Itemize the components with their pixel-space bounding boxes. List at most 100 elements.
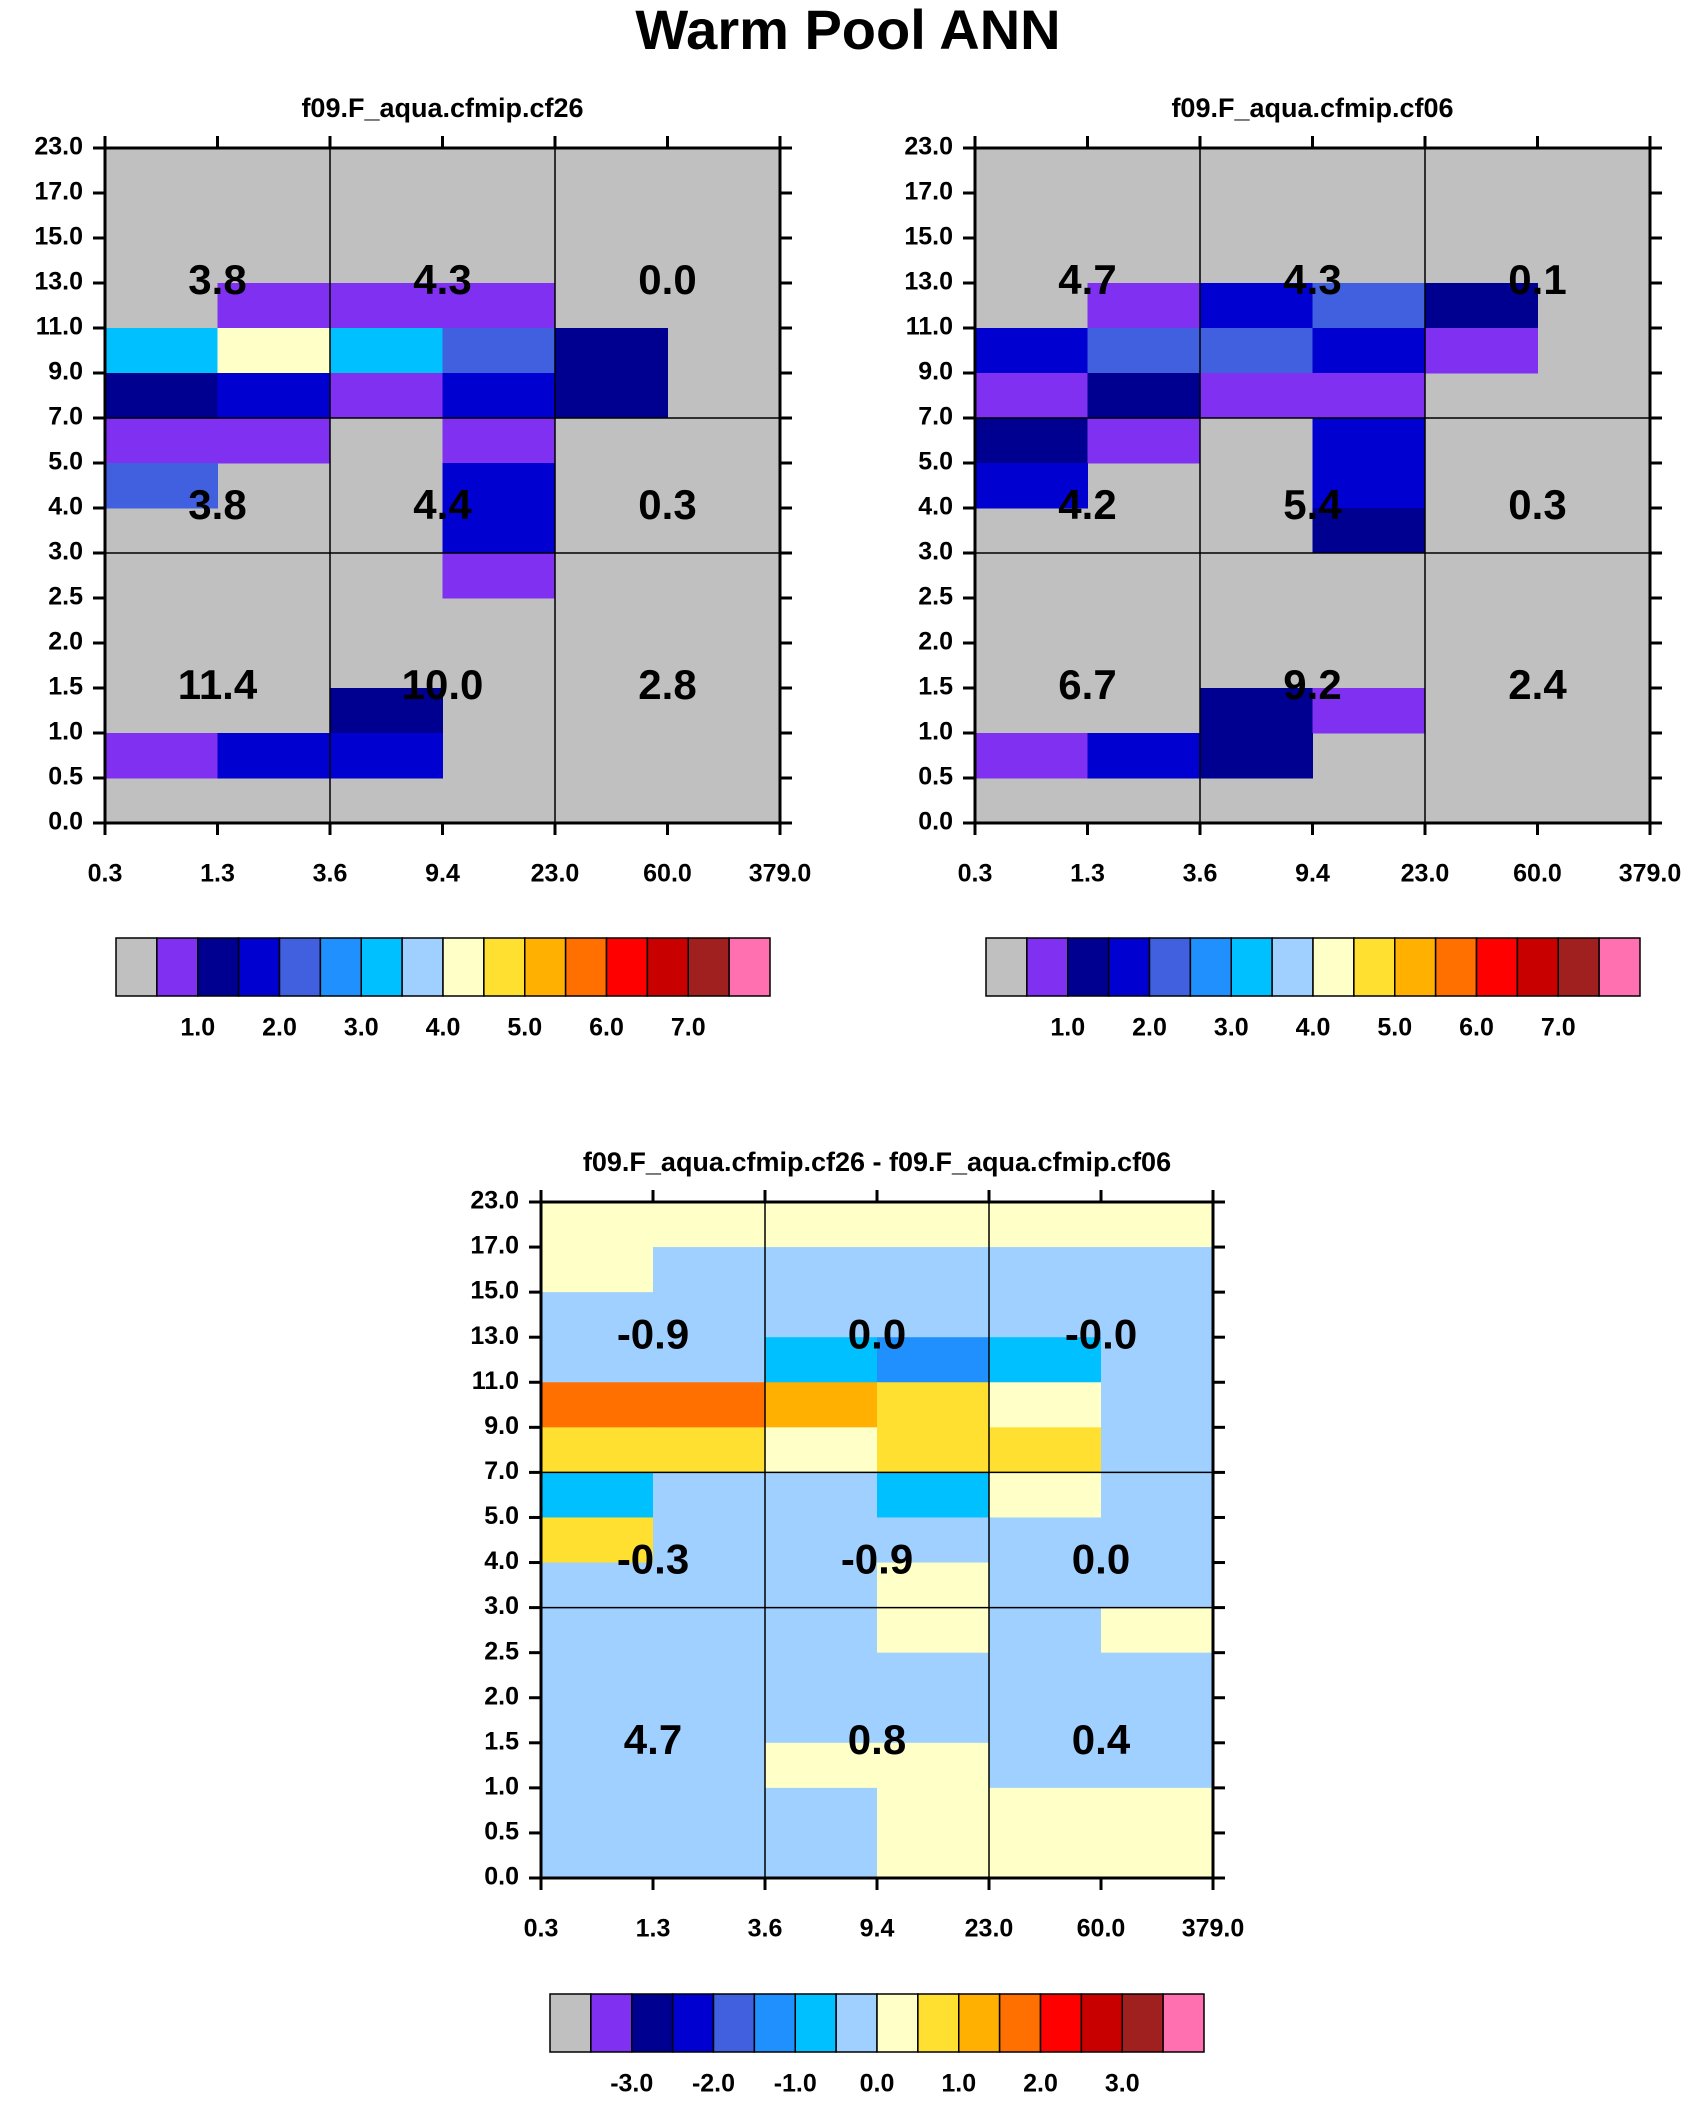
heatmap-cell bbox=[765, 1653, 878, 1699]
x-tick-label: 9.4 bbox=[425, 860, 460, 888]
heatmap-cell bbox=[1101, 1608, 1214, 1654]
heatmap-cell bbox=[989, 1202, 1102, 1248]
heatmap-cell bbox=[330, 373, 443, 419]
cell-annotation: 6.7 bbox=[1058, 661, 1116, 708]
colorbar-label: 4.0 bbox=[426, 1014, 461, 1042]
heatmap-cell bbox=[989, 1382, 1102, 1428]
colorbar-swatch bbox=[402, 938, 443, 996]
heatmap-cell bbox=[975, 418, 1088, 464]
heatmap-cell bbox=[877, 1247, 990, 1293]
heatmap-cell bbox=[1313, 328, 1426, 374]
heatmap-cell bbox=[877, 1382, 990, 1428]
cell-annotation: 9.2 bbox=[1283, 661, 1341, 708]
colorbar-swatch bbox=[729, 938, 770, 996]
x-tick-label: 3.6 bbox=[313, 860, 348, 888]
heatmap-cell bbox=[1088, 733, 1201, 779]
heatmap-cell bbox=[877, 1202, 990, 1248]
heatmap-cell bbox=[877, 1788, 990, 1834]
heatmap-cell bbox=[541, 1202, 654, 1248]
y-tick-label: 0.5 bbox=[484, 1818, 519, 1846]
cell-annotation: 0.3 bbox=[1508, 481, 1566, 528]
heatmap-cell bbox=[541, 1608, 654, 1654]
heatmap-cell bbox=[653, 1653, 766, 1699]
colorbar-label: 1.0 bbox=[1050, 1014, 1085, 1042]
heatmap-cell bbox=[555, 373, 668, 419]
cell-annotation: -0.3 bbox=[617, 1536, 689, 1583]
y-tick-label: 0.0 bbox=[918, 808, 953, 836]
x-tick-label: 379.0 bbox=[749, 860, 812, 888]
colorbar-swatch bbox=[157, 938, 198, 996]
cell-annotation: 0.4 bbox=[1072, 1716, 1131, 1763]
y-tick-label: 23.0 bbox=[34, 133, 83, 161]
heatmap-cell bbox=[1200, 733, 1313, 779]
colorbar-swatch bbox=[1150, 938, 1191, 996]
y-tick-label: 2.5 bbox=[484, 1637, 519, 1665]
cell-annotation: -0.9 bbox=[617, 1310, 689, 1357]
heatmap-cell bbox=[877, 1653, 990, 1699]
y-tick-label: 5.0 bbox=[918, 448, 953, 476]
y-tick-label: 15.0 bbox=[34, 223, 83, 251]
colorbar-swatch bbox=[1436, 938, 1477, 996]
colorbar-swatch bbox=[566, 938, 607, 996]
heatmap-panel-3: f09.F_aqua.cfmip.cf26 - f09.F_aqua.cfmip… bbox=[470, 1147, 1244, 1942]
y-tick-label: 13.0 bbox=[470, 1322, 519, 1350]
heatmap-cell bbox=[1088, 418, 1201, 464]
cell-annotation: 0.0 bbox=[848, 1310, 906, 1357]
heatmap-cell bbox=[1313, 418, 1426, 464]
colorbar-label: 2.0 bbox=[1132, 1014, 1167, 1042]
colorbar-label: 2.0 bbox=[262, 1014, 297, 1042]
heatmap-cell bbox=[443, 328, 556, 374]
colorbar-swatch bbox=[1354, 938, 1395, 996]
x-tick-label: 23.0 bbox=[1401, 860, 1450, 888]
colorbar-label: 7.0 bbox=[1541, 1014, 1576, 1042]
colorbar-swatch bbox=[1517, 938, 1558, 996]
y-tick-label: 4.0 bbox=[48, 493, 83, 521]
x-tick-label: 60.0 bbox=[1513, 860, 1562, 888]
colorbar-swatch bbox=[1000, 1994, 1041, 2052]
colorbar-swatch bbox=[1395, 938, 1436, 996]
heatmap-cell bbox=[330, 328, 443, 374]
heatmap-cell bbox=[555, 328, 668, 374]
colorbar-swatch bbox=[714, 1994, 755, 2052]
colorbar-3: -3.0 -2.0 -1.0 0.0 1.0 2.0 3.0 bbox=[550, 1994, 1204, 2098]
heatmap-cell bbox=[1101, 1382, 1214, 1428]
colorbar-label: 3.0 bbox=[344, 1014, 379, 1042]
heatmap-cell bbox=[1101, 1247, 1214, 1293]
heatmap-cell bbox=[1313, 373, 1426, 419]
y-tick-label: 0.0 bbox=[484, 1863, 519, 1891]
heatmap-cell bbox=[877, 1472, 990, 1518]
colorbar-label: 0.0 bbox=[860, 2070, 895, 2098]
colorbar-1: 1.0 2.0 3.0 4.0 5.0 6.0 7.0 bbox=[116, 938, 770, 1042]
y-tick-label: 1.5 bbox=[918, 673, 953, 701]
colorbar-label: 4.0 bbox=[1296, 1014, 1331, 1042]
colorbar-swatch bbox=[1558, 938, 1599, 996]
y-tick-label: 0.0 bbox=[48, 808, 83, 836]
colorbar-swatch bbox=[591, 1994, 632, 2052]
heatmap-cell bbox=[218, 733, 331, 779]
heatmap-cell bbox=[1101, 1427, 1214, 1473]
colorbar-label: 6.0 bbox=[1459, 1014, 1494, 1042]
heatmap-cell bbox=[877, 1608, 990, 1654]
heatmap-cell bbox=[765, 1472, 878, 1518]
colorbar-swatch bbox=[1109, 938, 1150, 996]
colorbar-swatch bbox=[320, 938, 361, 996]
cell-annotation: 0.3 bbox=[638, 481, 696, 528]
colorbar-swatch bbox=[1231, 938, 1272, 996]
colorbar-swatch bbox=[918, 1994, 959, 2052]
y-tick-label: 5.0 bbox=[48, 448, 83, 476]
cell-annotation: 0.8 bbox=[848, 1716, 906, 1763]
heatmap-cell bbox=[653, 1202, 766, 1248]
colorbar-label: 7.0 bbox=[671, 1014, 706, 1042]
colorbar-swatch bbox=[1599, 938, 1640, 996]
cell-annotation: 11.4 bbox=[178, 661, 258, 708]
y-tick-label: 2.5 bbox=[48, 583, 83, 611]
y-tick-label: 2.0 bbox=[918, 628, 953, 656]
heatmap-cell bbox=[105, 373, 218, 419]
heatmap-cell bbox=[541, 1833, 654, 1879]
cell-annotation: 2.8 bbox=[638, 661, 696, 708]
heatmap-cell bbox=[653, 1247, 766, 1293]
panel-title: f09.F_aqua.cfmip.cf26 - f09.F_aqua.cfmip… bbox=[583, 1147, 1171, 1177]
heatmap-cell bbox=[105, 328, 218, 374]
colorbar-swatch bbox=[116, 938, 157, 996]
colorbar-swatch bbox=[647, 938, 688, 996]
